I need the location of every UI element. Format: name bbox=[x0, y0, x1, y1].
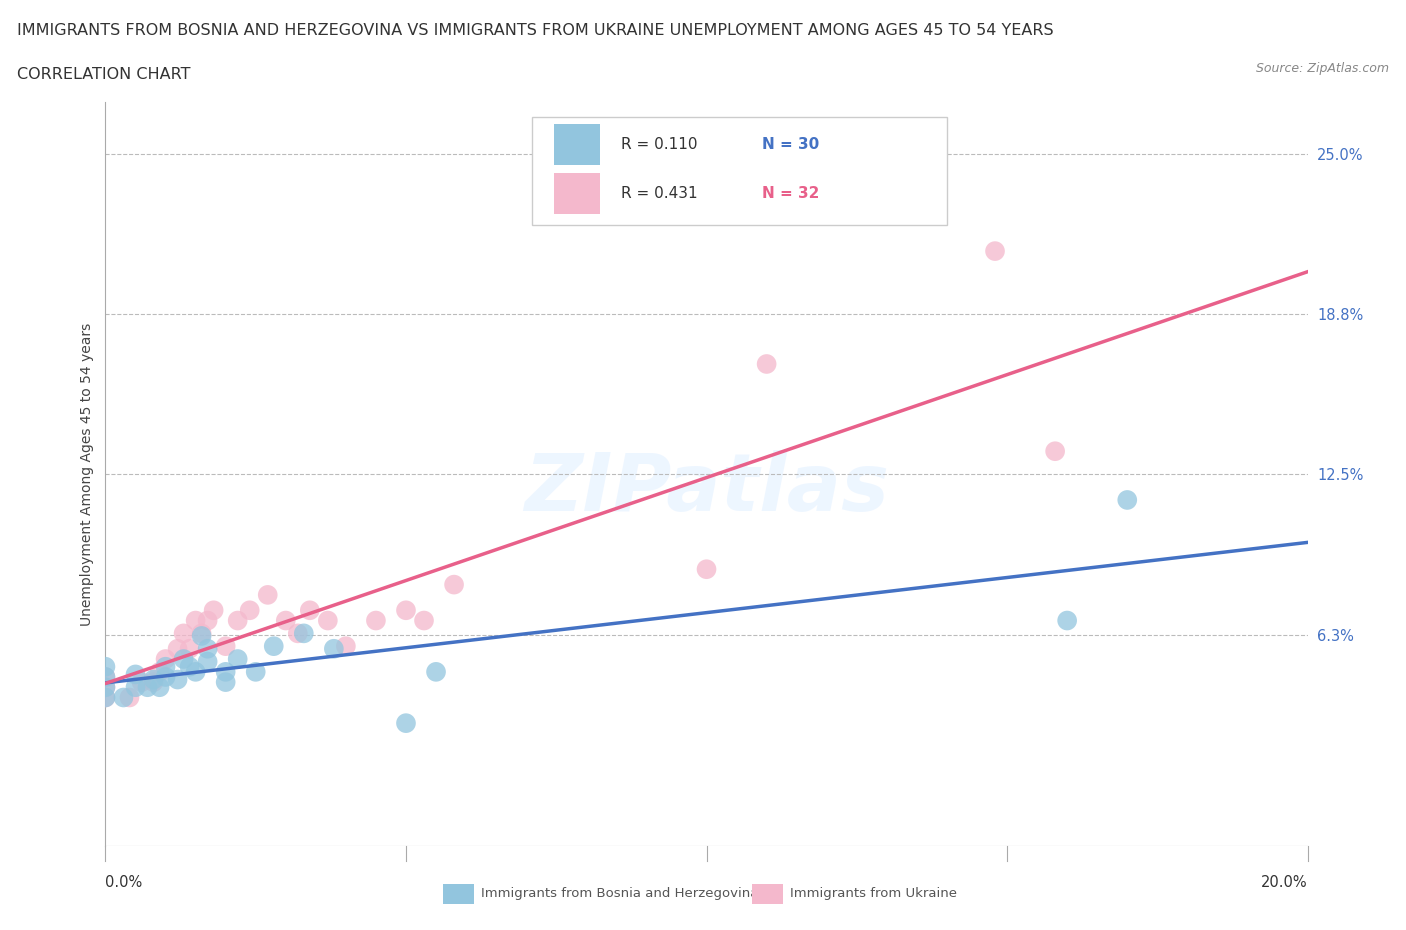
Text: 0.0%: 0.0% bbox=[105, 875, 142, 890]
Point bbox=[94, 680, 117, 695]
Text: Immigrants from Ukraine: Immigrants from Ukraine bbox=[790, 887, 957, 900]
Point bbox=[197, 613, 219, 628]
Point bbox=[155, 670, 177, 684]
Point bbox=[155, 659, 177, 674]
Point bbox=[364, 613, 387, 628]
Point bbox=[184, 613, 207, 628]
Point bbox=[1056, 613, 1078, 628]
Point bbox=[190, 626, 212, 641]
Point bbox=[148, 664, 170, 679]
Point bbox=[1043, 444, 1066, 458]
Point bbox=[395, 603, 418, 618]
Point bbox=[1116, 493, 1139, 508]
Text: R = 0.110: R = 0.110 bbox=[621, 137, 697, 152]
Point bbox=[245, 664, 267, 679]
Point bbox=[124, 667, 146, 682]
Point bbox=[413, 613, 436, 628]
Point bbox=[755, 356, 778, 371]
Point bbox=[148, 680, 170, 695]
Point bbox=[131, 674, 153, 689]
Point bbox=[316, 613, 339, 628]
Point bbox=[239, 603, 262, 618]
Point bbox=[197, 642, 219, 657]
Point bbox=[287, 626, 309, 641]
Point bbox=[94, 690, 117, 705]
Text: Source: ZipAtlas.com: Source: ZipAtlas.com bbox=[1256, 62, 1389, 75]
Bar bbox=[554, 124, 599, 165]
Point bbox=[184, 664, 207, 679]
Point bbox=[984, 244, 1007, 259]
Text: Immigrants from Bosnia and Herzegovina: Immigrants from Bosnia and Herzegovina bbox=[481, 887, 758, 900]
Point bbox=[142, 672, 165, 687]
Point bbox=[214, 639, 236, 654]
Point bbox=[94, 670, 117, 684]
Point bbox=[173, 626, 195, 641]
Point bbox=[136, 680, 159, 695]
Point bbox=[94, 670, 117, 684]
Point bbox=[202, 603, 225, 618]
Text: N = 30: N = 30 bbox=[762, 137, 820, 152]
Bar bbox=[554, 173, 599, 214]
Point bbox=[226, 652, 249, 667]
Point bbox=[166, 642, 188, 657]
Point bbox=[335, 639, 357, 654]
Point bbox=[443, 578, 465, 592]
Text: N = 32: N = 32 bbox=[762, 186, 820, 201]
Y-axis label: Unemployment Among Ages 45 to 54 years: Unemployment Among Ages 45 to 54 years bbox=[80, 323, 94, 626]
Point bbox=[274, 613, 297, 628]
Point bbox=[173, 652, 195, 667]
Point bbox=[214, 664, 236, 679]
Text: 20.0%: 20.0% bbox=[1261, 875, 1308, 890]
Point bbox=[155, 652, 177, 667]
Point bbox=[112, 690, 135, 705]
Point bbox=[190, 629, 212, 644]
Point bbox=[696, 562, 718, 577]
Point bbox=[197, 654, 219, 669]
Point bbox=[395, 716, 418, 731]
Bar bbox=[533, 117, 948, 225]
Point bbox=[94, 680, 117, 695]
Point bbox=[179, 642, 201, 657]
Point bbox=[124, 680, 146, 695]
Point bbox=[256, 588, 278, 603]
Point bbox=[118, 690, 141, 705]
Point bbox=[166, 672, 188, 687]
Point bbox=[214, 674, 236, 689]
Point bbox=[94, 690, 117, 705]
Point bbox=[292, 626, 315, 641]
Text: CORRELATION CHART: CORRELATION CHART bbox=[17, 67, 190, 82]
Text: ZIPatlas: ZIPatlas bbox=[524, 450, 889, 528]
Point bbox=[425, 664, 447, 679]
Point bbox=[322, 642, 344, 657]
Point bbox=[226, 613, 249, 628]
Point bbox=[142, 674, 165, 689]
Point bbox=[263, 639, 285, 654]
Text: IMMIGRANTS FROM BOSNIA AND HERZEGOVINA VS IMMIGRANTS FROM UKRAINE UNEMPLOYMENT A: IMMIGRANTS FROM BOSNIA AND HERZEGOVINA V… bbox=[17, 23, 1053, 38]
Point bbox=[179, 659, 201, 674]
Point bbox=[94, 659, 117, 674]
Text: R = 0.431: R = 0.431 bbox=[621, 186, 697, 201]
Point bbox=[298, 603, 321, 618]
